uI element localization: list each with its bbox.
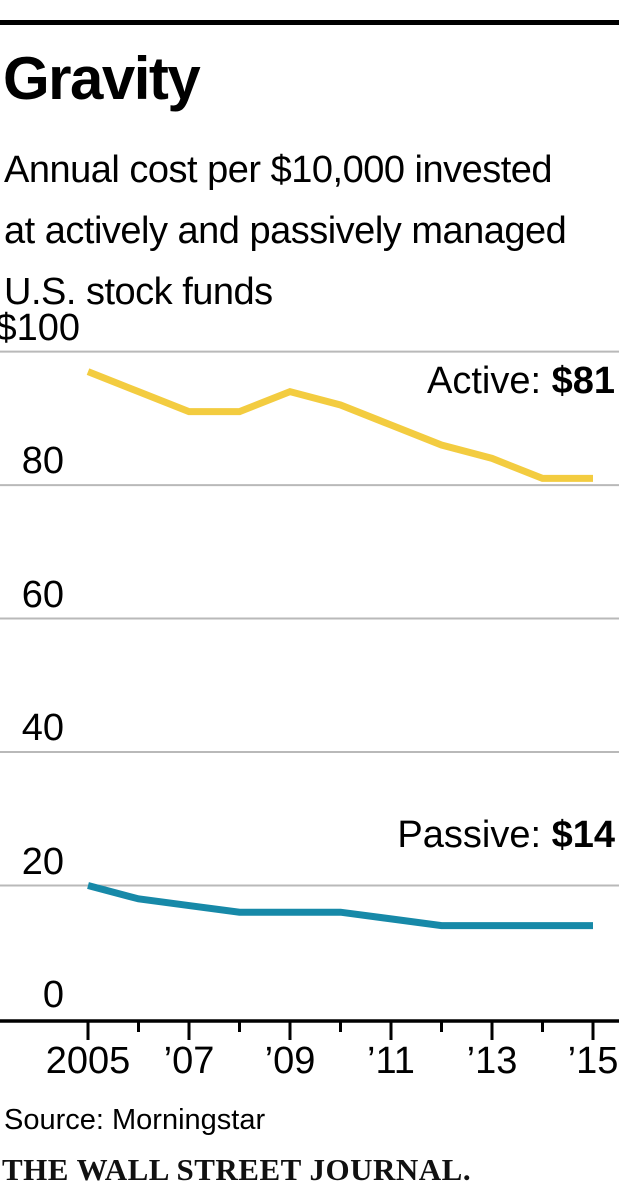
series-end-value: $14 <box>551 814 615 856</box>
series-name-text: Active: <box>426 360 552 402</box>
subtitle-line-3: U.S. stock funds <box>4 271 273 313</box>
subtitle-line-1: Annual cost per $10,000 invested <box>4 149 553 191</box>
y-tick-label: 60 <box>21 573 64 616</box>
y-tick-label: 20 <box>21 840 64 883</box>
x-tick-label: ’09 <box>264 1040 316 1082</box>
chart-title: Gravity <box>3 45 201 112</box>
source-note: Source: Morningstar <box>4 1104 266 1136</box>
x-tick-label: 2005 <box>45 1040 131 1082</box>
series-name-text: Passive: <box>397 814 552 856</box>
series-label-passive: Passive: $14 <box>397 814 615 857</box>
x-tick-label: ’13 <box>466 1040 518 1082</box>
y-tick-label: 40 <box>21 707 64 750</box>
x-tick-label: ’15 <box>567 1040 619 1082</box>
x-tick-label: ’07 <box>163 1040 215 1082</box>
y-tick-label: $100 <box>0 306 80 349</box>
y-tick-label: 0 <box>42 974 64 1016</box>
x-tick-label: ’11 <box>367 1040 415 1082</box>
subtitle-line-2: at actively and passively managed <box>4 210 567 252</box>
x-axis <box>0 1019 619 1040</box>
top-rule <box>0 20 619 25</box>
gridlines <box>0 350 619 887</box>
wsj-logo: THE WALL STREET JOURNAL. <box>2 1152 472 1187</box>
active-line <box>86 368 593 482</box>
y-tick-label: 80 <box>21 440 64 483</box>
series-lines <box>86 368 593 930</box>
passive-line <box>87 882 593 930</box>
series-end-value: $81 <box>551 360 615 402</box>
series-label-active: Active: $81 <box>427 360 615 403</box>
chart-subtitle: Annual cost per $10,000 invested at acti… <box>4 140 567 323</box>
